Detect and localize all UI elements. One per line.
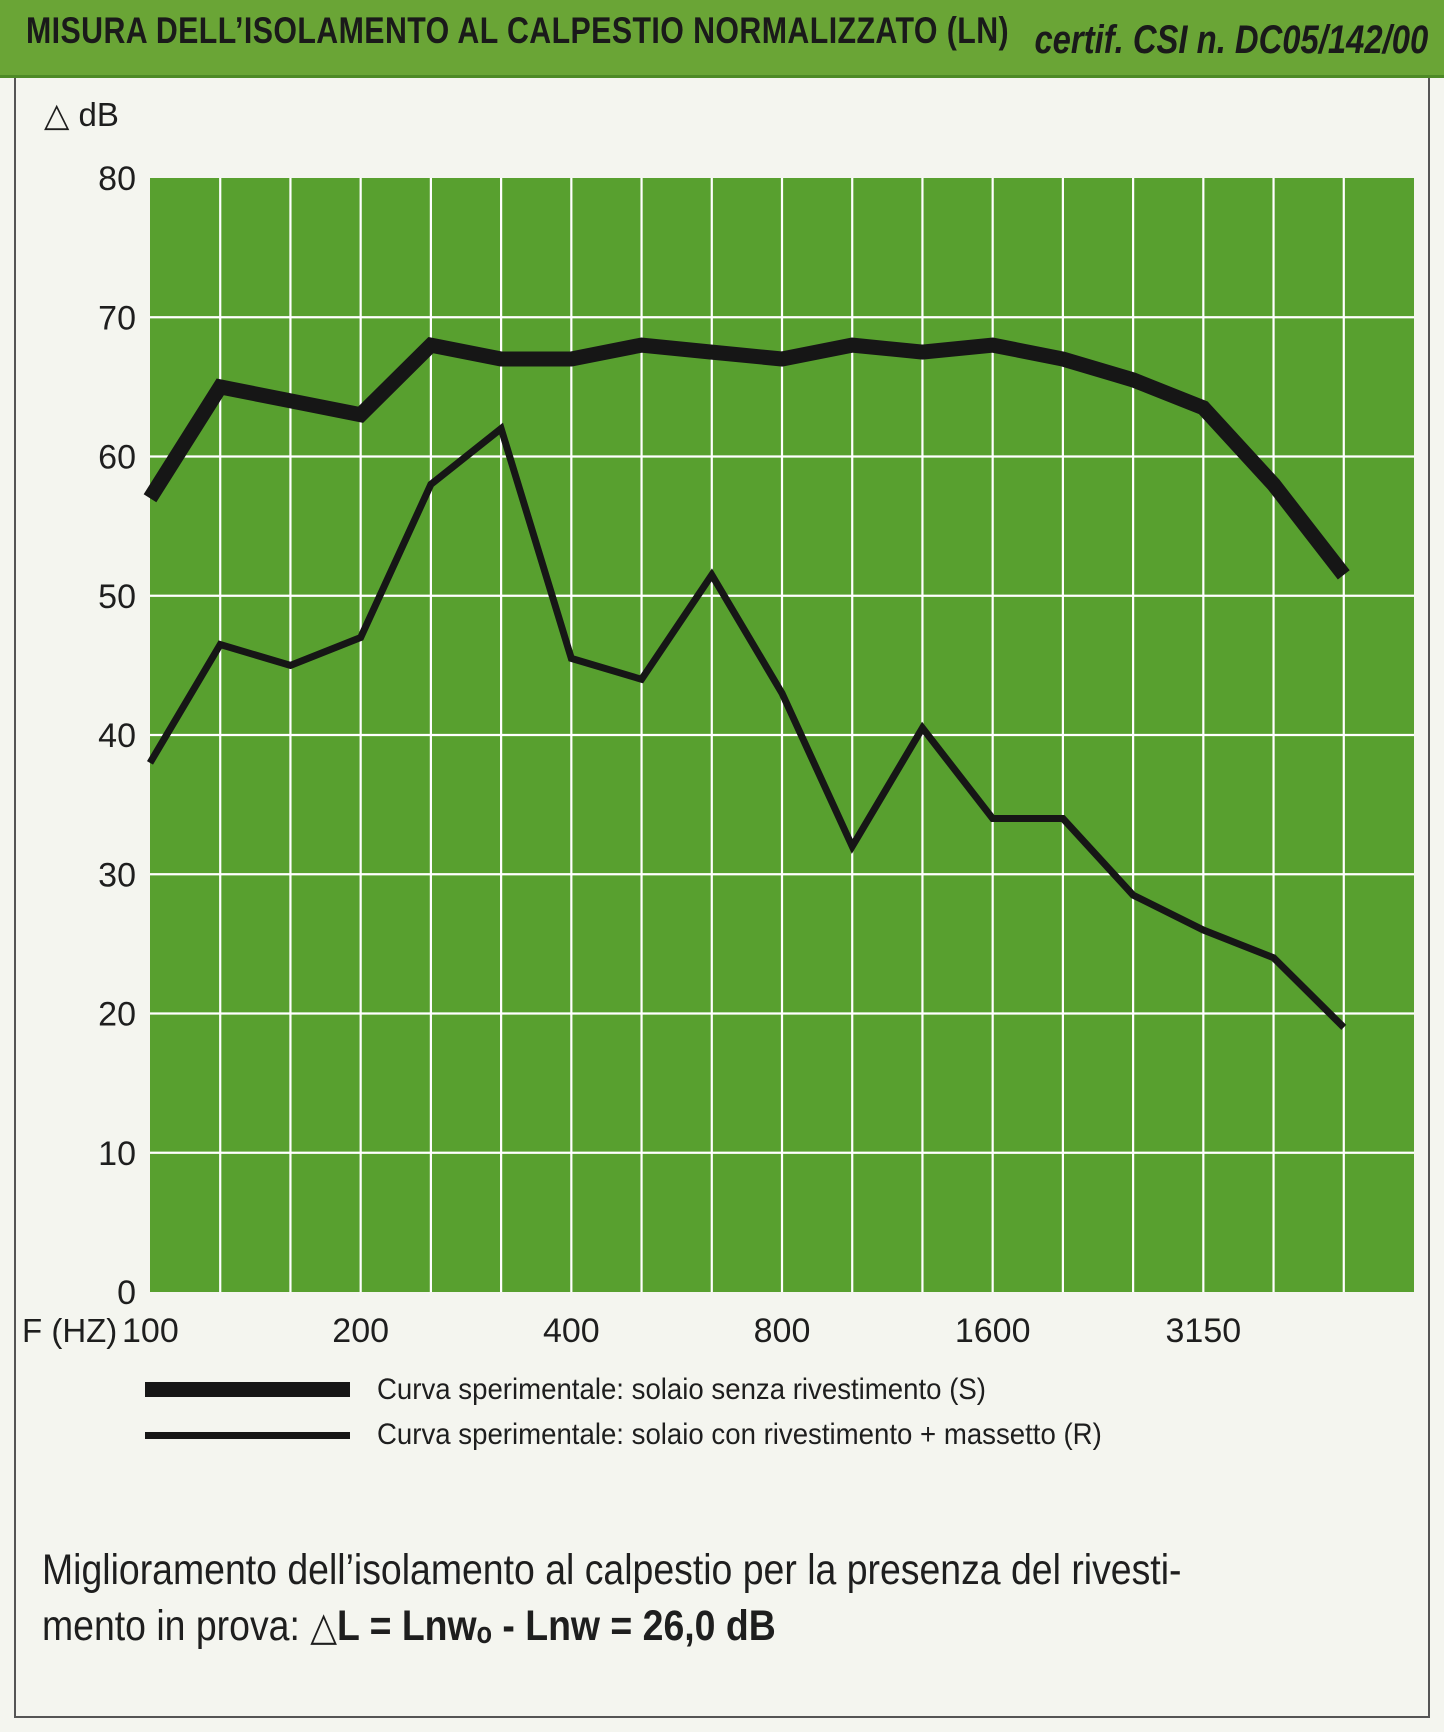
x-tick-label: 1600 xyxy=(955,1312,1031,1350)
improvement-line-2: mento in prova: △L = Lnwₒ - Lnw = 26,0 d… xyxy=(42,1598,1243,1655)
y-tick-label: 80 xyxy=(98,160,136,198)
legend-swatch-thick xyxy=(145,1382,350,1397)
x-tick-label: 400 xyxy=(543,1312,600,1350)
x-tick-label: 100 xyxy=(122,1312,179,1350)
x-tick-label: 3150 xyxy=(1166,1312,1242,1350)
improvement-line-1: Miglioramento dell’isolamento al calpest… xyxy=(42,1546,1182,1594)
series-line-with-covering xyxy=(146,422,1347,1030)
y-tick-label: 50 xyxy=(98,578,136,616)
improvement-line-2-prefix: mento in prova: xyxy=(42,1602,311,1650)
y-tick-label: 70 xyxy=(98,299,136,337)
axis-labels: △ dB F (HZ) 0 10 20 30 40 50 60 70 80 100 200 400 80… xyxy=(22,96,1241,1350)
delta-icon: △ xyxy=(310,1605,338,1649)
legend-label-s: Curva sperimentale: solaio senza rivesti… xyxy=(377,1373,986,1406)
y-tick-label: 0 xyxy=(117,1274,136,1312)
y-tick-label: 10 xyxy=(98,1135,136,1173)
series-line-without-covering xyxy=(143,336,1350,580)
x-tick-label: 800 xyxy=(754,1312,811,1350)
y-axis-label: △ dB xyxy=(44,96,119,133)
improvement-formula: L = Lnwₒ - Lnw = 26,0 dB xyxy=(337,1602,776,1650)
certificate-number: certif. CSI n. DC05/142/00 xyxy=(1034,18,1428,62)
chart-header: MISURA DELL’ISOLAMENTO AL CALPESTIO NORM… xyxy=(0,0,1444,78)
series-lines xyxy=(143,336,1350,1030)
chart-frame xyxy=(14,78,1430,1718)
x-axis-label: F (HZ) xyxy=(22,1312,117,1349)
y-tick-label: 40 xyxy=(98,717,136,755)
legend-label-r: Curva sperimentale: solaio con rivestime… xyxy=(377,1418,1102,1451)
chart-title: MISURA DELL’ISOLAMENTO AL CALPESTIO NORM… xyxy=(26,10,1010,51)
improvement-note: Miglioramento dell’isolamento al calpest… xyxy=(42,1542,1243,1655)
legend-swatch-thin xyxy=(145,1432,350,1439)
y-tick-label: 20 xyxy=(98,996,136,1034)
x-tick-label: 200 xyxy=(332,1312,389,1350)
y-tick-label: 60 xyxy=(98,439,136,477)
y-tick-label: 30 xyxy=(98,856,136,894)
